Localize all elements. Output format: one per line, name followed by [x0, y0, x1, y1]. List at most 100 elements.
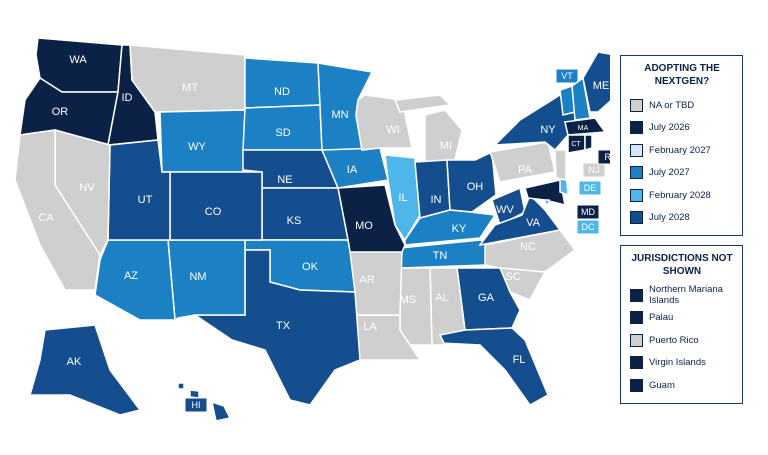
legend-item: July 2027: [630, 162, 734, 185]
legend-item: Virgin Islands: [630, 352, 734, 375]
state-label: KS: [287, 215, 302, 227]
state-label: TX: [276, 320, 291, 332]
state-label: NC: [520, 241, 536, 253]
state-shape: [424, 109, 463, 163]
state-label: MN: [331, 109, 348, 121]
state-label: OH: [467, 181, 484, 193]
state-label: AK: [67, 356, 82, 368]
state-shape: [129, 44, 246, 113]
state-label: HI: [192, 400, 201, 410]
state-label: UT: [138, 194, 153, 206]
state-label: SD: [275, 127, 290, 139]
legend-label: July 2026: [649, 122, 690, 134]
state-label: IA: [347, 164, 358, 176]
state-label: IN: [431, 194, 442, 206]
legend-item: July 2026: [630, 117, 734, 140]
state-label: DC: [582, 222, 595, 232]
legend-item: Guam: [630, 374, 734, 397]
state-label: AL: [435, 292, 448, 304]
legend-item: Northern Mariana Islands: [630, 284, 734, 307]
legend-label: July 2027: [649, 167, 690, 179]
state-label: MO: [355, 220, 373, 232]
state-label-box: [555, 68, 579, 84]
state-label: AZ: [124, 270, 138, 282]
state-label: LA: [363, 321, 377, 333]
state-shape: [554, 149, 567, 181]
legend-swatch: [630, 288, 643, 302]
state-label: NM: [189, 271, 206, 283]
state-shape: [261, 187, 349, 241]
state-label: WI: [386, 124, 399, 136]
state-shape: [524, 179, 566, 207]
state-label: VA: [526, 217, 541, 229]
state-label: MT: [182, 82, 198, 94]
state-label: WV: [496, 204, 514, 216]
legend: ADOPTING THE NEXTGEN? NA or TBD July 2026…: [620, 55, 743, 236]
state-label: WA: [69, 54, 87, 66]
legend-item: February 2027: [630, 139, 734, 162]
state-shape: [564, 117, 607, 136]
legend-label: Puerto Rico: [649, 334, 699, 346]
state-shape: [29, 324, 142, 416]
state-shape: [584, 134, 593, 151]
legend-label: NA or TBD: [649, 99, 695, 111]
legend-swatch: [630, 311, 643, 325]
legend-swatch: [630, 188, 643, 202]
state-label: DE: [584, 183, 597, 193]
legend-label: Virgin Islands: [649, 357, 706, 369]
legend-swatch: [630, 121, 643, 135]
legend-label: July 2028: [649, 212, 690, 224]
legend-swatch: [630, 98, 643, 112]
legend-title: ADOPTING THE NEXTGEN?: [644, 63, 720, 87]
legend-swatch: [630, 166, 643, 180]
state-label: AR: [359, 274, 374, 286]
state-label: IL: [398, 192, 407, 204]
state-label-box: [578, 180, 602, 196]
legend-item: Puerto Rico: [630, 329, 734, 352]
state-label: PA: [518, 164, 533, 176]
state-shape: [244, 57, 321, 109]
state-label: GA: [478, 292, 495, 304]
legend-item: NA or TBD: [630, 94, 734, 117]
legend-swatch: [630, 143, 643, 157]
state-label: NV: [79, 182, 95, 194]
state-label: MS: [400, 294, 417, 306]
state-label: TN: [433, 250, 448, 262]
state-shape: [349, 249, 403, 316]
legend-label: Northern Mariana Islands: [649, 284, 723, 307]
legend-swatch: [630, 378, 643, 392]
state-shape: [399, 267, 433, 346]
state-label: WY: [188, 141, 206, 153]
state-label-box: [576, 204, 600, 220]
state-shape: [177, 382, 185, 390]
state-label: ND: [274, 86, 290, 98]
state-label-box: [597, 149, 610, 165]
state-label: CT: [571, 141, 581, 148]
state-label: CA: [38, 212, 54, 224]
state-shape: [419, 327, 549, 406]
legend-swatch: [630, 211, 643, 225]
state-label: MI: [440, 140, 452, 152]
state-shape: [192, 249, 361, 406]
state-shape: [414, 159, 451, 219]
legend-label: Palau: [649, 312, 674, 324]
state-label: FL: [513, 354, 526, 366]
state-shape: [14, 129, 101, 291]
state-label: VT: [561, 71, 573, 81]
state-label-box: [184, 397, 208, 413]
legend-label: Guam: [649, 379, 675, 391]
state-label-box: [576, 219, 600, 235]
state-label: RI: [605, 152, 611, 162]
state-shape: [544, 199, 550, 205]
state-shape: [582, 51, 610, 113]
state-shape: [404, 209, 497, 246]
state-label: CO: [205, 206, 222, 218]
state-shape: [393, 94, 452, 113]
state-label: ID: [122, 92, 133, 104]
legend-item: July 2028: [630, 207, 734, 230]
state-label: NY: [540, 124, 556, 136]
legend-swatch: [630, 356, 643, 370]
legend-item: Palau: [630, 307, 734, 330]
state-label: MA: [578, 125, 589, 132]
